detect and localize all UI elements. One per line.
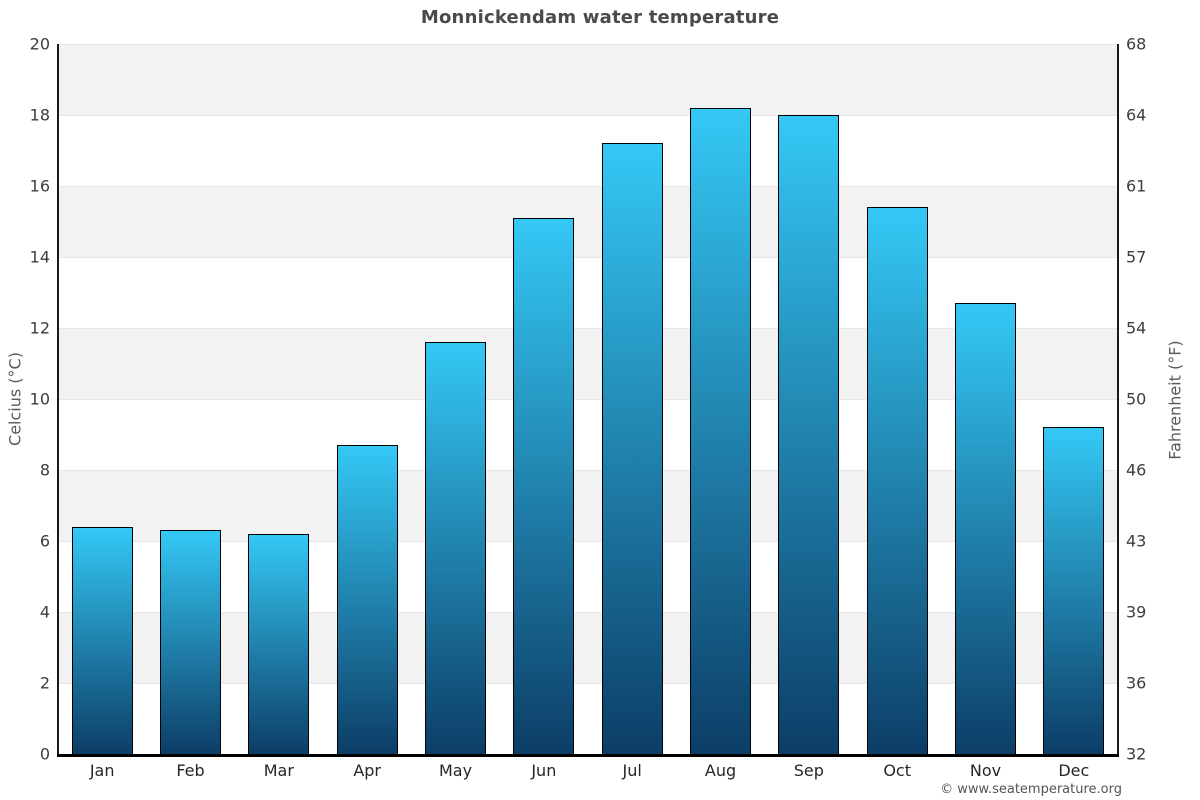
- plot-band: [58, 257, 1118, 328]
- y-tick-celsius: 4: [39, 602, 50, 622]
- plot-band: [58, 399, 1118, 470]
- bar-jan[interactable]: [71, 526, 133, 754]
- bar-jun[interactable]: [513, 217, 575, 754]
- plot-band: [58, 44, 1118, 115]
- y-tick-fahrenheit: 32: [1126, 744, 1147, 764]
- y-tick-fahrenheit: 64: [1126, 105, 1147, 125]
- y-tick-fahrenheit: 61: [1126, 176, 1147, 196]
- gridline: [58, 328, 1118, 329]
- gridline: [58, 44, 1118, 45]
- x-tick-dec: Dec: [1058, 761, 1090, 780]
- y-tick-celsius: 8: [39, 460, 50, 480]
- plot-band: [58, 470, 1118, 541]
- y-tick-fahrenheit: 50: [1126, 389, 1147, 409]
- gridline: [58, 541, 1118, 542]
- y-tick-fahrenheit: 43: [1126, 531, 1147, 551]
- y-tick-celsius: 18: [29, 105, 50, 125]
- gridline: [58, 683, 1118, 684]
- y-axis-title-fahrenheit: Fahrenheit (°F): [1165, 340, 1185, 460]
- plot-band: [58, 683, 1118, 754]
- y-tick-fahrenheit: 39: [1126, 602, 1147, 622]
- bar-may[interactable]: [425, 342, 486, 754]
- gridline: [58, 612, 1118, 613]
- plot-band: [58, 328, 1118, 399]
- y-tick-celsius: 14: [29, 247, 50, 267]
- x-tick-jul: Jul: [622, 761, 642, 780]
- plot-band: [58, 186, 1118, 257]
- chart-title: Monnickendam water temperature: [420, 7, 780, 28]
- y-tick-celsius: 20: [29, 34, 50, 54]
- bar-aug[interactable]: [690, 107, 751, 754]
- right-axis-line: [1117, 44, 1119, 757]
- gridline: [58, 399, 1118, 400]
- y-tick-celsius: 0: [39, 744, 50, 764]
- bar-apr[interactable]: [336, 445, 398, 754]
- bar-nov[interactable]: [955, 303, 1016, 754]
- bar-jul[interactable]: [601, 143, 663, 754]
- y-tick-celsius: 16: [29, 176, 50, 196]
- x-tick-nov: Nov: [969, 761, 1002, 780]
- x-tick-jan: Jan: [89, 761, 115, 780]
- gridline: [58, 257, 1118, 258]
- x-tick-oct: Oct: [883, 761, 911, 780]
- x-tick-mar: Mar: [263, 761, 294, 780]
- y-tick-fahrenheit: 57: [1126, 247, 1147, 267]
- x-tick-apr: Apr: [353, 761, 381, 780]
- x-tick-feb: Feb: [176, 761, 205, 780]
- y-tick-celsius: 2: [39, 673, 50, 693]
- y-tick-fahrenheit: 36: [1126, 673, 1147, 693]
- y-tick-fahrenheit: 68: [1126, 34, 1147, 54]
- y-tick-fahrenheit: 54: [1126, 318, 1147, 338]
- x-tick-sep: Sep: [793, 761, 824, 780]
- x-tick-jun: Jun: [531, 761, 557, 780]
- left-axis-line: [57, 44, 59, 757]
- x-tick-may: May: [438, 761, 473, 780]
- gridline: [58, 115, 1118, 116]
- bar-sep[interactable]: [778, 115, 840, 754]
- y-tick-celsius: 12: [29, 318, 50, 338]
- y-tick-celsius: 6: [39, 531, 50, 551]
- plot-band: [58, 115, 1118, 186]
- y-tick-fahrenheit: 46: [1126, 460, 1147, 480]
- gridline: [58, 186, 1118, 187]
- bar-oct[interactable]: [866, 207, 928, 754]
- x-tick-aug: Aug: [704, 761, 737, 780]
- bar-feb[interactable]: [160, 530, 221, 754]
- gridline: [58, 470, 1118, 471]
- x-axis-baseline: [57, 754, 1119, 757]
- plot-band: [58, 612, 1118, 683]
- bar-dec[interactable]: [1043, 427, 1105, 754]
- bar-mar[interactable]: [248, 533, 310, 754]
- copyright-attribution: © www.seatemperature.org: [940, 782, 1122, 797]
- y-tick-celsius: 10: [29, 389, 50, 409]
- plot-band: [58, 541, 1118, 612]
